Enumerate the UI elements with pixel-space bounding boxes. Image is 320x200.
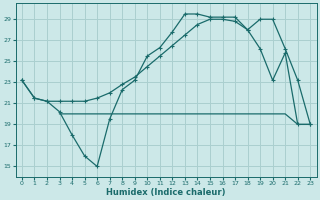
X-axis label: Humidex (Indice chaleur): Humidex (Indice chaleur) xyxy=(106,188,226,197)
